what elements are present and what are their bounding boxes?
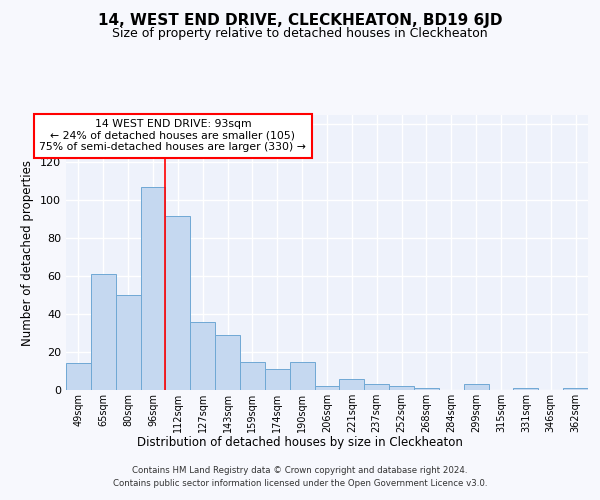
Bar <box>314 386 340 390</box>
Bar <box>340 378 364 390</box>
Bar <box>66 364 91 390</box>
Bar <box>563 388 588 390</box>
Y-axis label: Number of detached properties: Number of detached properties <box>22 160 34 346</box>
Text: Contains HM Land Registry data © Crown copyright and database right 2024.
Contai: Contains HM Land Registry data © Crown c… <box>113 466 487 487</box>
Bar <box>364 384 389 390</box>
Bar <box>265 369 290 390</box>
Bar <box>116 295 140 390</box>
Text: Distribution of detached houses by size in Cleckheaton: Distribution of detached houses by size … <box>137 436 463 449</box>
Bar <box>414 388 439 390</box>
Bar <box>464 384 488 390</box>
Text: 14 WEST END DRIVE: 93sqm
← 24% of detached houses are smaller (105)
75% of semi-: 14 WEST END DRIVE: 93sqm ← 24% of detach… <box>40 120 307 152</box>
Bar <box>140 187 166 390</box>
Bar <box>166 216 190 390</box>
Bar <box>240 362 265 390</box>
Bar <box>389 386 414 390</box>
Bar <box>190 322 215 390</box>
Bar <box>290 362 314 390</box>
Bar <box>91 274 116 390</box>
Bar <box>514 388 538 390</box>
Bar <box>215 335 240 390</box>
Text: 14, WEST END DRIVE, CLECKHEATON, BD19 6JD: 14, WEST END DRIVE, CLECKHEATON, BD19 6J… <box>98 12 502 28</box>
Text: Size of property relative to detached houses in Cleckheaton: Size of property relative to detached ho… <box>112 28 488 40</box>
